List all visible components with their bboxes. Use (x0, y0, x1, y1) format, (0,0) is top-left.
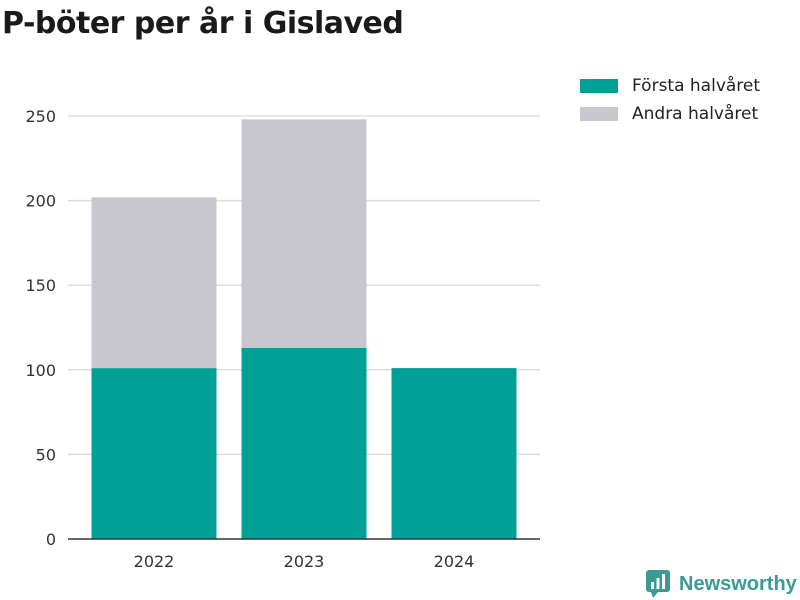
x-tick-label-2022: 2022 (134, 552, 175, 571)
legend-item-forsta: Första halvåret (580, 72, 760, 100)
bar-2024-series-1 (391, 368, 517, 539)
legend-item-andra: Andra halvåret (580, 100, 760, 128)
x-tick-label-2024: 2024 (434, 552, 475, 571)
y-tick-label-150: 150 (25, 276, 56, 295)
y-tick-labels: 0 50 100 150 200 250 (25, 107, 56, 549)
bar-2022-series-2 (91, 197, 217, 369)
newsworthy-logo-icon (646, 570, 670, 598)
legend-swatch-forsta (580, 79, 618, 93)
legend-label-forsta: Första halvåret (632, 76, 761, 96)
y-tick-label-0: 0 (46, 530, 56, 549)
brand-name: Newsworthy (679, 572, 797, 595)
chart-title: P-böter per år i Gislaved (2, 6, 404, 41)
legend: Första halvåret Andra halvåret (580, 72, 760, 128)
bar-2022-series-1 (91, 368, 217, 539)
legend-swatch-andra (580, 107, 618, 121)
bar-2023-series-1 (241, 347, 367, 539)
bars (91, 119, 517, 539)
x-tick-labels: 2022 2023 2024 (134, 552, 475, 571)
bar-2023-series-2 (241, 119, 367, 348)
y-tick-label-200: 200 (25, 192, 56, 211)
x-tick-label-2023: 2023 (284, 552, 325, 571)
y-tick-label-100: 100 (25, 361, 56, 380)
y-tick-label-250: 250 (25, 107, 56, 126)
brand-logo: Newsworthy (645, 569, 797, 599)
y-tick-label-50: 50 (36, 445, 56, 464)
legend-label-andra: Andra halvåret (632, 104, 759, 124)
